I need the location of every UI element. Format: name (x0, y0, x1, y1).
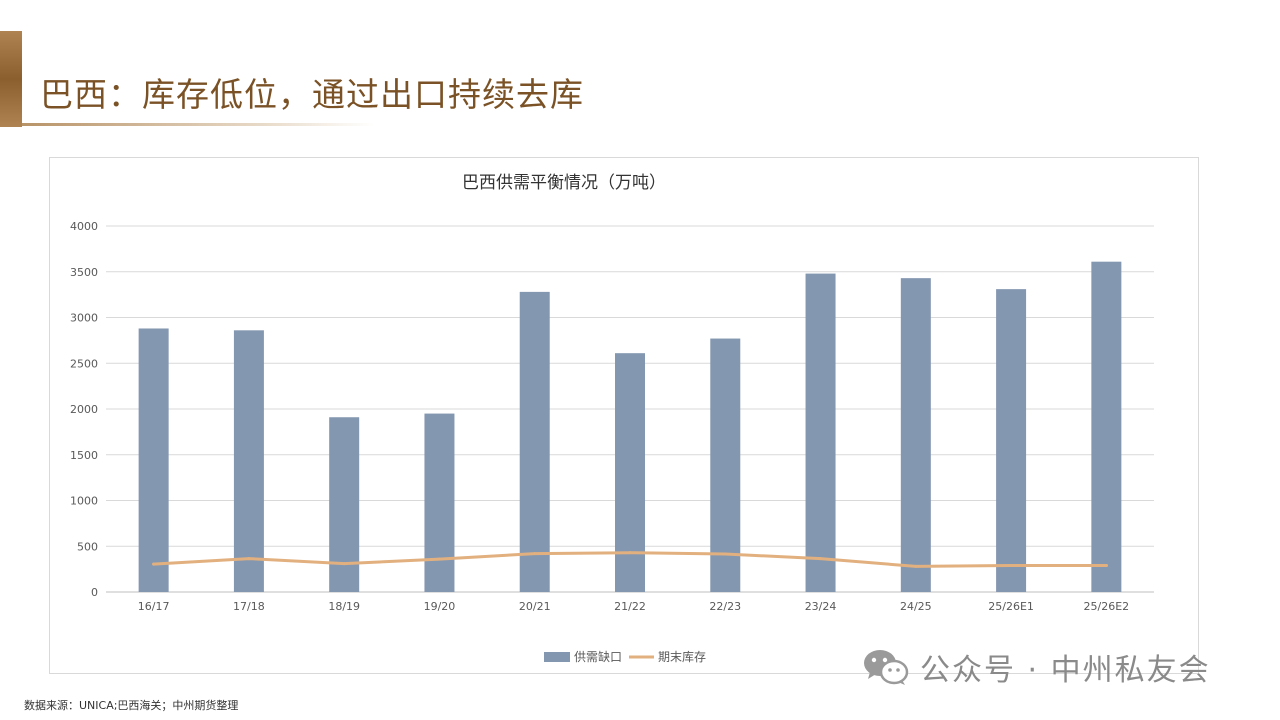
line-point (628, 551, 632, 555)
line-point (1104, 563, 1108, 567)
line-point (437, 557, 441, 561)
x-tick-label: 21/22 (614, 600, 646, 613)
legend-label-bar: 供需缺口 (574, 649, 622, 664)
source-note: 数据来源：UNICA;巴西海关；中州期货整理 (24, 699, 239, 712)
y-tick-label: 4000 (70, 220, 98, 233)
line-point (914, 564, 918, 568)
wechat-icon (864, 650, 909, 685)
title-underline (22, 123, 374, 126)
y-tick-label: 2000 (70, 403, 98, 416)
line-point (723, 552, 727, 556)
bar (805, 273, 836, 592)
y-tick-label: 3500 (70, 266, 98, 279)
y-tick-label: 1000 (70, 495, 98, 508)
x-tick-label: 20/21 (519, 600, 551, 613)
chart-frame: 巴西供需平衡情况（万吨） 16/17 17/18 18/19 19/20 20/21 21… (49, 157, 1199, 674)
bar (329, 417, 360, 592)
x-tick-label: 17/18 (233, 600, 265, 613)
bar (519, 291, 550, 592)
chart-title: 巴西供需平衡情况（万吨） (462, 173, 666, 193)
x-tick-label: 25/26E2 (1084, 600, 1130, 613)
x-tick-label: 23/24 (805, 600, 837, 613)
line-point (152, 562, 156, 566)
x-tick-label: 18/19 (328, 600, 360, 613)
bar (615, 353, 645, 592)
line-point (1009, 563, 1013, 567)
title-accent-bar (0, 31, 22, 127)
x-tick-label: 16/17 (138, 600, 170, 613)
bar (138, 328, 169, 592)
y-tick-label: 1500 (70, 449, 98, 462)
chart: 巴西供需平衡情况（万吨） 16/17 17/18 18/19 19/20 20/21 21… (70, 173, 1154, 664)
x-tick-label: 22/23 (709, 600, 741, 613)
bar (710, 338, 741, 592)
bar (233, 330, 264, 592)
y-tick-label: 3000 (70, 312, 98, 325)
line-point (533, 552, 537, 556)
x-tick-label: 19/20 (424, 600, 456, 613)
y-tick-label: 0 (91, 586, 98, 599)
bar (900, 278, 931, 592)
line-point (247, 557, 251, 561)
line-point (819, 557, 823, 561)
x-tick-label: 24/25 (900, 600, 932, 613)
bar (424, 413, 455, 592)
y-tick-label: 500 (77, 540, 98, 553)
line-point (342, 562, 346, 566)
legend-label-line: 期末库存 (658, 649, 706, 664)
bar (996, 289, 1027, 592)
watermark-text: 公众号 · 中州私友会 (920, 653, 1211, 688)
bar (1091, 261, 1122, 592)
y-tick-label: 2500 (70, 357, 98, 370)
x-tick-label: 25/26E1 (988, 600, 1034, 613)
page-title: 巴西：库存低位，通过出口持续去库 (40, 75, 584, 114)
legend-swatch-bar (544, 652, 570, 662)
watermark: 公众号 · 中州私友会 (862, 646, 1211, 688)
